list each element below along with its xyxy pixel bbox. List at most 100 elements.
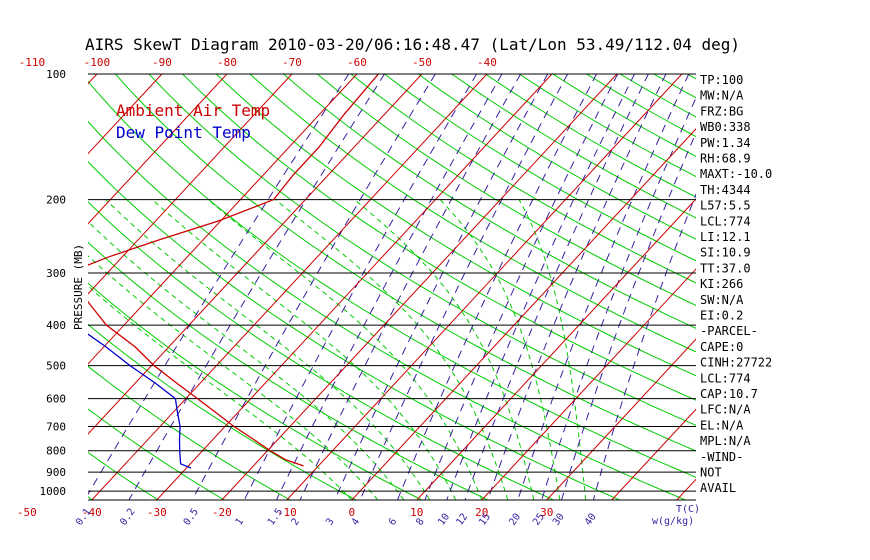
mixing-ratio-line xyxy=(191,74,436,500)
mixing-ratio-label: 12 xyxy=(454,512,470,528)
dry-adiabat-line xyxy=(182,74,696,401)
isotherm-line xyxy=(88,74,228,225)
top-temp-tick-label: -110 xyxy=(19,56,46,69)
dry-adiabat-line xyxy=(316,74,696,306)
mixing-ratio-line xyxy=(541,96,696,500)
mixing-ratio-line xyxy=(299,74,522,500)
index-line: MAXT:-10.0 xyxy=(700,167,772,181)
isotherm-line xyxy=(156,74,553,500)
index-line: TP:100 xyxy=(700,73,743,87)
moist-adiabat-line xyxy=(105,199,431,500)
moist-adiabat-line xyxy=(152,199,457,500)
y-axis-label: PRESSURE (MB) xyxy=(72,244,85,330)
dry-adiabat-line xyxy=(115,74,696,452)
dry-adiabat-line xyxy=(249,74,696,353)
pressure-tick-label: 100 xyxy=(46,68,66,81)
dry-adiabat-line xyxy=(856,74,870,500)
isotherm-line xyxy=(416,198,696,500)
mixing-ratio-label: 2 xyxy=(290,516,302,527)
isotherm-line xyxy=(742,74,870,500)
pressure-tick-labels: 100 200 300 400 500 600 700 800 900 1000 xyxy=(40,68,67,498)
stability-indices-panel: TP:100MW:N/AFRZ:BGWB0:338PW:1.34RH:68.9M… xyxy=(700,73,772,495)
dry-adiabat-line xyxy=(822,74,870,500)
dry-adiabat-line xyxy=(417,74,696,240)
mixing-ratio-line xyxy=(359,74,569,500)
mixing-ratio-line xyxy=(487,74,667,500)
mixing-ratio-line xyxy=(128,74,385,500)
index-line: CAPE:0 xyxy=(700,340,743,354)
mixing-ratio-line xyxy=(88,74,350,496)
pressure-tick-label: 900 xyxy=(46,466,66,479)
mixing-ratio-line xyxy=(592,193,696,500)
index-line: EL:N/A xyxy=(700,418,744,432)
bottom-temperature-ticks: -50 -40 -30 -20 -10 0 10 20 30 xyxy=(17,506,554,519)
mixing-ratio-label: 40 xyxy=(583,512,599,528)
moist-adiabat-line xyxy=(88,255,379,500)
dry-adiabat-line xyxy=(88,161,620,500)
isotherm-line xyxy=(286,74,683,500)
index-line: -WIND- xyxy=(700,450,743,464)
unit-mixing-ratio: w(g/kg) xyxy=(652,516,694,527)
mixing-ratio-label: 3 xyxy=(324,516,336,527)
pressure-tick-label: 500 xyxy=(46,360,66,373)
index-line: MPL:N/A xyxy=(700,434,751,448)
unit-tc: T(C) xyxy=(676,504,700,515)
isotherm-line xyxy=(88,74,163,155)
mixing-ratio-lines xyxy=(88,74,696,500)
bottom-temp-tick-label: 10 xyxy=(410,506,423,519)
bottom-temp-tick-label: 0 xyxy=(348,506,355,519)
pressure-tick-label: 700 xyxy=(46,421,66,434)
dry-adiabat-line xyxy=(653,74,696,99)
mixing-ratio-label: 6 xyxy=(387,516,399,527)
isotherm-line xyxy=(351,128,696,500)
top-temperature-ticks: -120-110-100-90-80-70-60-50-40 xyxy=(19,56,497,69)
bottom-temp-tick-label: -40 xyxy=(82,506,102,519)
mixing-ratio-line xyxy=(334,74,549,500)
mixing-ratio-line xyxy=(517,74,690,500)
moist-adiabat-line xyxy=(207,199,483,500)
index-line: CAP:10.7 xyxy=(700,387,758,401)
legend-dew-point-temp: Dew Point Temp xyxy=(116,123,251,142)
index-line: LCL:774 xyxy=(700,371,751,385)
index-line: EI:0.2 xyxy=(700,309,743,323)
chart-title: AIRS SkewT Diagram 2010-03-20/06:16:48.4… xyxy=(85,35,740,54)
mixing-ratio-label: 0.5 xyxy=(182,507,201,528)
dry-adiabat-line xyxy=(88,323,357,500)
index-line: TH:4344 xyxy=(700,183,751,197)
dry-adiabat-line xyxy=(88,201,554,500)
index-line: SW:N/A xyxy=(700,293,744,307)
index-line: TT:37.0 xyxy=(700,261,751,275)
isobars xyxy=(88,74,696,492)
mixing-ratio-line xyxy=(561,131,696,500)
isotherms xyxy=(0,74,870,500)
index-line: LFC:N/A xyxy=(700,403,751,417)
bottom-temp-tick-label: -10 xyxy=(277,506,297,519)
isotherm-line xyxy=(0,74,32,500)
index-line: LCL:774 xyxy=(700,214,751,228)
top-temp-tick-label: -60 xyxy=(347,56,367,69)
dry-adiabat-line xyxy=(88,241,489,500)
index-line: -PARCEL- xyxy=(700,324,758,338)
dry-adiabat-line xyxy=(88,451,159,500)
pressure-tick-label: 200 xyxy=(46,194,66,207)
sounding-series xyxy=(88,74,379,469)
dry-adiabat-line xyxy=(350,74,696,284)
index-line: MW:N/A xyxy=(700,89,744,103)
mixing-ratio-line xyxy=(275,74,503,500)
index-line: PW:1.34 xyxy=(700,136,751,150)
dry-adiabat-line xyxy=(148,74,696,426)
mixing-ratio-line xyxy=(243,74,478,500)
isotherm-line xyxy=(546,338,696,500)
bottom-temp-tick-label: -30 xyxy=(147,506,167,519)
dry-adiabat-line xyxy=(88,365,291,500)
pressure-tick-label: 600 xyxy=(46,393,66,406)
dry-adiabat-line xyxy=(215,74,696,377)
moist-adiabats xyxy=(88,199,587,500)
moist-adiabat-line xyxy=(518,199,587,500)
bottom-temp-tick-label: 20 xyxy=(475,506,488,519)
moist-adiabat-line xyxy=(354,199,535,500)
isotherm-line xyxy=(481,268,696,500)
pressure-tick-label: 400 xyxy=(46,319,66,332)
index-line: L57:5.5 xyxy=(700,199,751,213)
